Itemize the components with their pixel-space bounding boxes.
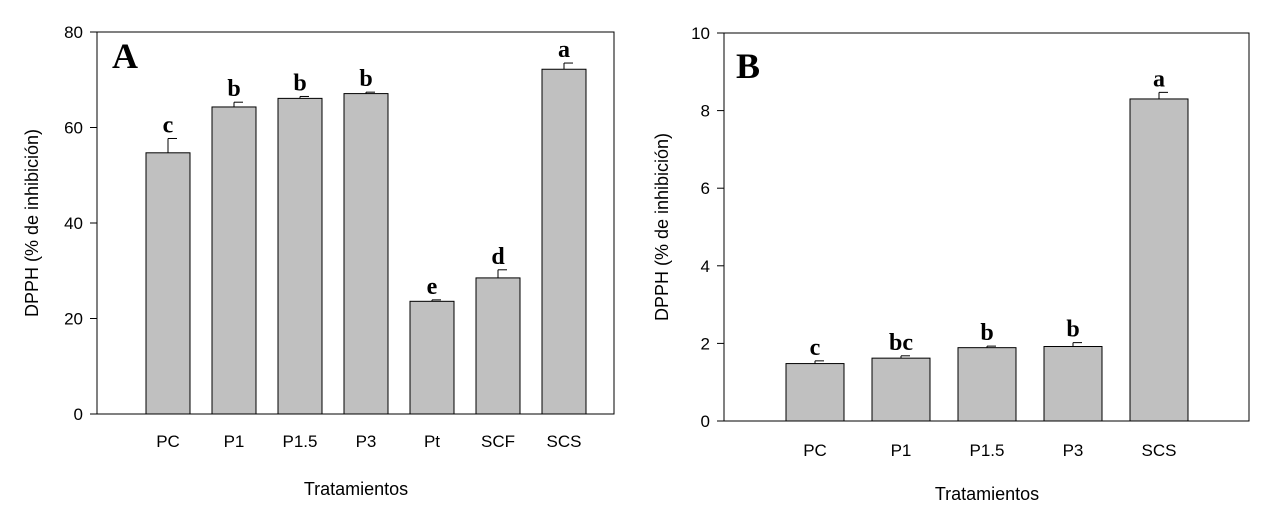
chart-a-y-tick-label-3: 60 [64,119,83,138]
chart-a-x-tick-label-1: P1 [224,432,245,451]
chart-b-y-tick-label-0: 0 [701,412,710,431]
chart-b-y-tick-label-4: 8 [701,102,710,121]
chart-b-panel-label: B [736,46,760,86]
chart-b-x-tick-label-0: PC [803,441,827,460]
chart-b-bar-3 [1043,346,1103,422]
chart-b-x-tick-label-2: P1.5 [970,441,1005,460]
chart-a-y-axis-title: DPPH (% de inhibición) [22,129,42,317]
chart-a-bar-6 [541,68,587,415]
chart-b-x-tick-label-1: P1 [891,441,912,460]
chart-b-significance-letter-2: b [980,320,993,346]
chart-b-bar-0 [785,363,845,422]
chart-b-y-tick-label-5: 10 [691,24,710,43]
chart-a-y-tick-label-2: 40 [64,214,83,233]
chart-b-bar-2 [957,347,1017,422]
chart-b-x-tick-label-3: P3 [1063,441,1084,460]
chart-b-y-axis-title: DPPH (% de inhibición) [652,133,672,321]
chart-a-bar-1 [211,106,257,415]
chart-b-y-tick-label-3: 6 [701,179,710,198]
chart-b-significance-letter-1: bc [889,330,913,356]
chart-b-x-tick-label-4: SCS [1142,441,1177,460]
chart-b-significance-letter-4: a [1153,66,1165,92]
chart-a-y-tick-label-4: 80 [64,23,83,42]
chart-a-x-tick-label-2: P1.5 [283,432,318,451]
chart-a-significance-letter-5: d [491,244,505,270]
chart-a-significance-letter-6: a [558,37,570,63]
chart-a-bar-4 [409,300,455,415]
chart-a-y-tick-label-1: 20 [64,310,83,329]
chart-a-x-tick-label-6: SCS [547,432,582,451]
chart-b: B Tratamientos DPPH (% de inhibición) 0 2… [652,24,1250,504]
chart-a-significance-letter-3: b [359,66,372,92]
chart-a-y-tick-label-0: 0 [74,405,83,424]
chart-b-bar-4 [1129,98,1189,422]
chart-a-x-axis-title: Tratamientos [304,479,408,499]
chart-a-significance-letter-1: b [227,76,240,102]
chart-b-significance-letter-0: c [810,335,821,361]
chart-b-y-tick-label-1: 2 [701,334,710,353]
chart-b-bar-1 [871,357,931,422]
chart-b-y-tick-label-2: 4 [701,257,710,276]
chart-a-significance-letter-0: c [163,112,174,138]
chart-a-bar-5 [475,277,521,415]
chart-a-x-tick-label-0: PC [156,432,180,451]
chart-a-bar-0 [145,152,191,415]
chart-a-bar-3 [343,93,389,415]
chart-b-significance-letter-3: b [1066,317,1079,343]
chart-a-x-tick-label-4: Pt [424,432,440,451]
chart-a-bar-2 [277,97,323,415]
chart-a: A Tratamientos DPPH (% de inhibición) 0 2… [22,23,615,499]
chart-a-x-tick-label-3: P3 [356,432,377,451]
chart-a-significance-letter-2: b [293,70,306,96]
chart-b-x-axis-title: Tratamientos [935,484,1039,504]
chart-a-panel-label: A [112,36,138,76]
chart-a-significance-letter-4: e [427,274,438,300]
chart-a-x-tick-label-5: SCF [481,432,515,451]
